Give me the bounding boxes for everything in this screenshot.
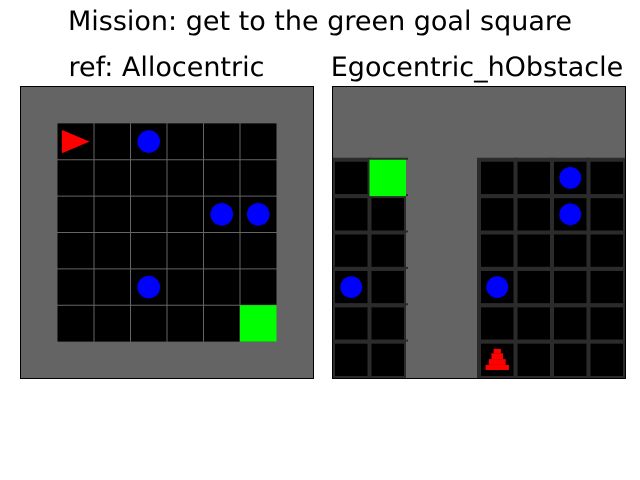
wall-cell	[406, 123, 443, 161]
wall-cell	[442, 159, 480, 197]
blue-ball	[486, 276, 509, 299]
blue-ball	[559, 166, 582, 189]
blue-ball	[246, 202, 270, 226]
wall-cell	[406, 159, 443, 197]
blue-ball	[210, 202, 234, 226]
wall-cell	[406, 305, 443, 343]
blue-ball	[137, 130, 161, 153]
wall-cell	[479, 87, 516, 124]
wall-cell	[333, 87, 370, 124]
wall-cell	[369, 123, 407, 161]
goal-square	[369, 159, 406, 197]
blue-ball	[559, 203, 582, 226]
figure-title: Mission: get to the green goal square	[67, 6, 573, 37]
egocentric-title: Egocentric_hObstacle	[330, 52, 624, 83]
wall-cell	[406, 232, 443, 270]
wall-cell	[479, 123, 516, 161]
wall-cell	[588, 123, 625, 161]
wall-cell	[442, 196, 480, 233]
wall-cell	[442, 305, 480, 343]
allocentric-grid-panel	[20, 86, 314, 379]
wall-cell	[442, 341, 480, 378]
allocentric-title: ref: Allocentric	[68, 52, 265, 83]
agent-arrow-segment	[493, 348, 501, 354]
egocentric-grid	[333, 87, 625, 378]
wall-cell	[406, 196, 443, 233]
goal-square	[240, 305, 277, 342]
blue-ball	[340, 276, 363, 299]
allocentric-grid	[21, 87, 313, 378]
wall-cell	[442, 232, 480, 270]
wall-cell	[442, 87, 480, 124]
wall-cell	[552, 87, 589, 124]
agent-arrow-segment	[491, 353, 504, 360]
egocentric-grid-panel	[332, 86, 626, 379]
wall-cell	[442, 123, 480, 161]
agent-arrow-icon	[485, 348, 509, 370]
wall-cell	[552, 123, 589, 161]
floor-cell	[586, 339, 625, 378]
wall-cell	[406, 341, 443, 378]
wall-cell	[369, 87, 407, 124]
wall-cell	[588, 87, 625, 124]
wall-cell	[515, 87, 553, 124]
wall-cell	[333, 123, 370, 161]
blue-ball	[137, 275, 161, 299]
wall-cell	[515, 123, 553, 161]
wall-cell	[442, 268, 480, 306]
agent-arrow-segment	[488, 359, 506, 365]
agent-triangle-icon	[61, 129, 90, 154]
agent-arrow-segment	[485, 364, 509, 370]
wall-cell	[406, 87, 443, 124]
wall-cell	[406, 268, 443, 306]
